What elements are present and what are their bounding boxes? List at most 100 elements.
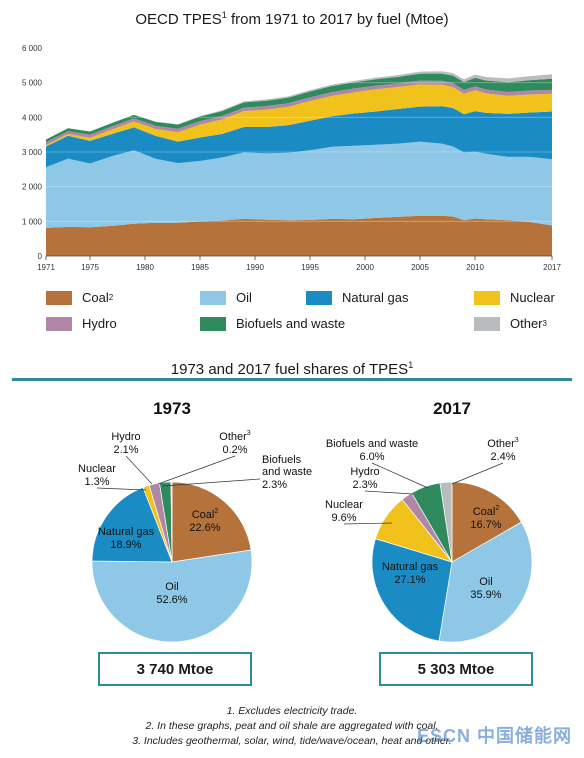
pie-value-other: 2.4% bbox=[490, 451, 515, 463]
legend-swatch bbox=[200, 316, 226, 331]
pie-label-sup: 3 bbox=[247, 430, 251, 437]
legend-item-coal: Coal 2 bbox=[46, 290, 113, 305]
pie-label-nuclear: Nuclear bbox=[325, 499, 363, 511]
area-series-other bbox=[46, 71, 552, 140]
pie-slice-oil bbox=[91, 549, 253, 643]
area-chart-title-tail: from 1971 to 2017 by fuel (Mtoe) bbox=[226, 11, 449, 28]
pie-leader-line bbox=[162, 478, 261, 487]
pie-label-oil: Oil bbox=[165, 581, 178, 593]
pie-value-natural_gas: 27.1% bbox=[394, 574, 425, 586]
footnotes: 1. Excludes electricity trade. 2. In the… bbox=[0, 704, 584, 749]
pie-label-biofuels: Biofuels and waste bbox=[326, 438, 418, 450]
area-series-oil bbox=[46, 141, 552, 228]
x-tick-label: 1980 bbox=[136, 263, 154, 272]
shares-title-sup: 1 bbox=[408, 360, 414, 370]
pie-slice-other bbox=[439, 481, 453, 563]
legend-swatch bbox=[474, 290, 500, 305]
legend-label: Coal bbox=[82, 290, 109, 305]
pie-leader-line bbox=[157, 455, 236, 485]
area-series-nuclear bbox=[46, 84, 552, 147]
x-tick-label: 1995 bbox=[301, 263, 319, 272]
legend-label: Biofuels and waste bbox=[236, 316, 346, 331]
pie-label-natural_gas: Natural gas bbox=[98, 526, 155, 538]
area-chart: 0 1 000 2 000 3 000 4 000 5 000 6 000 1971 1975 1… bbox=[22, 44, 561, 272]
total-1973: 3 740 Mtoe bbox=[98, 652, 252, 686]
pie-label-biofuels: and waste bbox=[262, 466, 312, 478]
shares-title-main: 1973 and 2017 fuel shares of TPES bbox=[170, 361, 409, 378]
footnote-2: 2. In these graphs, peat and oil shale a… bbox=[145, 720, 439, 732]
x-tick-label: 2005 bbox=[411, 263, 429, 272]
pie-value-biofuels: 2.3% bbox=[262, 479, 287, 491]
pie-label-coal: Coal2 bbox=[473, 505, 500, 518]
legend-item-hydro: Hydro bbox=[46, 316, 117, 331]
pie-label-sup: 2 bbox=[214, 508, 218, 515]
pie-slice-other bbox=[170, 481, 173, 563]
legend-label: Nuclear bbox=[510, 290, 555, 305]
total-2017: 5 303 Mtoe bbox=[379, 652, 533, 686]
legend-swatch bbox=[46, 290, 72, 305]
pie-value-nuclear: 1.3% bbox=[84, 476, 109, 488]
pie-value-coal: 22.6% bbox=[189, 522, 220, 534]
pie-label-coal: Coal2 bbox=[192, 508, 219, 521]
pie-value-hydro: 2.1% bbox=[113, 444, 138, 456]
footnote-3: 3. Includes geothermal, solar, wind, tid… bbox=[132, 735, 452, 747]
legend-item-other: Other 3 bbox=[474, 316, 547, 331]
pie-slice-oil bbox=[438, 521, 533, 643]
pie-value-oil: 35.9% bbox=[470, 589, 501, 601]
x-tick-label: 2010 bbox=[466, 263, 484, 272]
pie-slice-natural_gas bbox=[371, 538, 453, 642]
legend-item-biofuels: Biofuels and waste bbox=[200, 316, 345, 331]
pie-value-biofuels: 6.0% bbox=[359, 451, 384, 463]
x-tick-label: 1990 bbox=[246, 263, 264, 272]
pie-value-other: 0.2% bbox=[222, 444, 247, 456]
y-tick-label: 1 000 bbox=[22, 217, 43, 226]
legend-swatch bbox=[200, 290, 226, 305]
area-chart-title: OECD TPES1 from 1971 to 2017 by fuel (Mt… bbox=[0, 10, 584, 28]
legend-label-sup: 2 bbox=[108, 293, 114, 302]
area-series-natural_gas bbox=[46, 106, 552, 168]
area-series-coal bbox=[46, 215, 552, 256]
pie-label-oil: Oil bbox=[479, 576, 492, 588]
pie-leader-line bbox=[96, 487, 147, 491]
x-tick-label: 1971 bbox=[37, 263, 55, 272]
pie-label-sup: 3 bbox=[515, 437, 519, 444]
legend-item-oil: Oil bbox=[200, 290, 252, 305]
area-series-biofuels bbox=[46, 73, 552, 143]
x-tick-label: 2017 bbox=[543, 263, 561, 272]
legend-item-natural_gas: Natural gas bbox=[306, 290, 408, 305]
pie-leader-line bbox=[364, 490, 414, 495]
x-tick-label: 1985 bbox=[191, 263, 209, 272]
pie-leader-line bbox=[371, 462, 429, 489]
pie-value-nuclear: 9.6% bbox=[331, 512, 356, 524]
section-divider bbox=[12, 378, 572, 381]
legend-label: Oil bbox=[236, 290, 252, 305]
legend-swatch bbox=[46, 316, 72, 331]
area-series-hydro bbox=[46, 80, 552, 146]
y-tick-label: 4 000 bbox=[22, 113, 43, 122]
pie-label-biofuels: Biofuels bbox=[262, 454, 302, 466]
pie-label-other: Other3 bbox=[219, 430, 251, 443]
legend-label: Natural gas bbox=[342, 290, 409, 305]
legend-swatch bbox=[474, 316, 500, 331]
y-tick-label: 2 000 bbox=[22, 183, 43, 192]
legend-item-nuclear: Nuclear bbox=[474, 290, 555, 305]
pie-label-other: Other3 bbox=[487, 437, 519, 450]
pie-label-hydro: Hydro bbox=[111, 431, 140, 443]
legend-swatch bbox=[306, 290, 332, 305]
area-chart-title-sup: 1 bbox=[221, 10, 227, 20]
pie-leader-line bbox=[125, 455, 153, 485]
pie-title-1973: 1973 bbox=[153, 399, 191, 418]
shares-title: 1973 and 2017 fuel shares of TPES1 bbox=[0, 360, 584, 378]
y-tick-label: 6 000 bbox=[22, 44, 43, 53]
legend-label: Other bbox=[510, 316, 543, 331]
pie-leader-line bbox=[343, 522, 393, 525]
y-tick-label: 0 bbox=[38, 252, 43, 261]
pie-value-oil: 52.6% bbox=[156, 594, 187, 606]
pie-slice-coal bbox=[171, 481, 252, 563]
pie-label-sup: 2 bbox=[495, 505, 499, 512]
watermark-logo: ESCN 中国储能网 bbox=[416, 726, 572, 746]
x-tick-label: 1975 bbox=[81, 263, 99, 272]
pie-label-nuclear: Nuclear bbox=[78, 463, 116, 475]
pie-label-hydro: Hydro bbox=[350, 466, 379, 478]
